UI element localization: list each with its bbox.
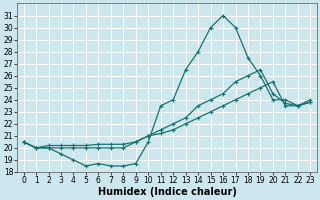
X-axis label: Humidex (Indice chaleur): Humidex (Indice chaleur) (98, 187, 236, 197)
